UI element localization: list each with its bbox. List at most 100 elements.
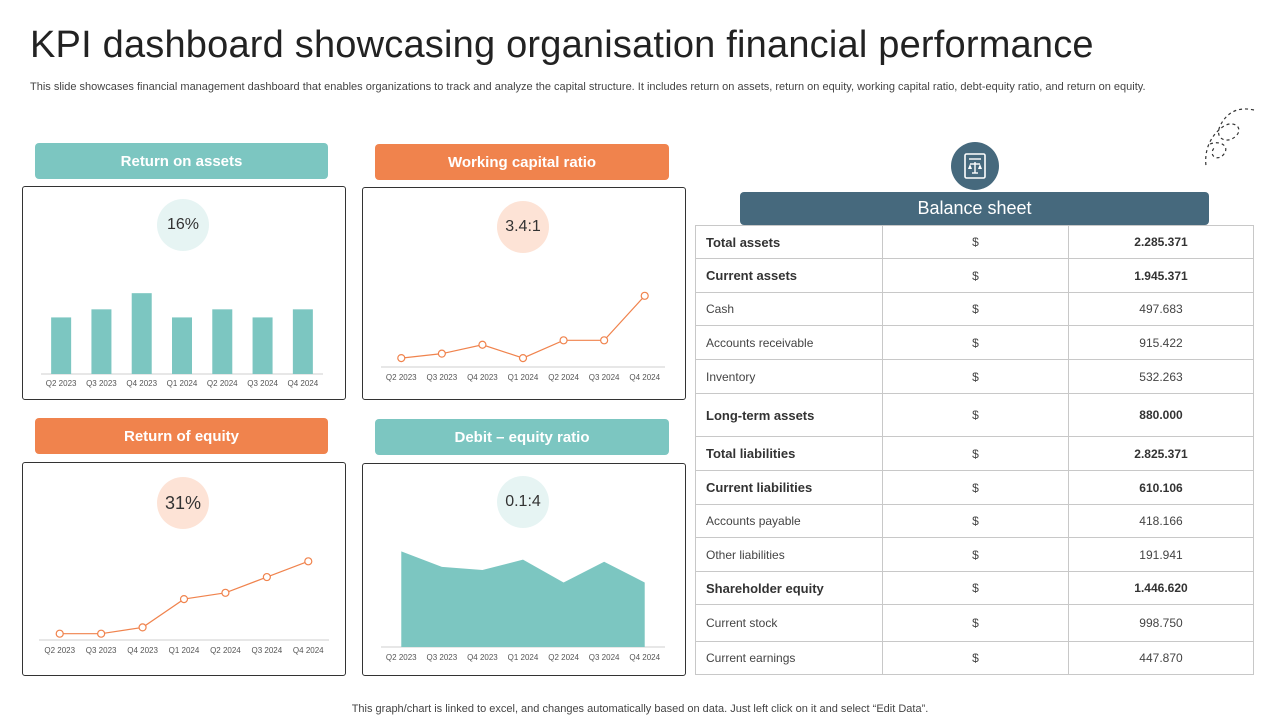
x-tick-label: Q3 2023: [86, 379, 117, 388]
x-tick-label: Q4 2024: [293, 646, 324, 655]
balance-sheet-row: Long-term assets $880.000: [695, 393, 1254, 437]
x-tick-label: Q4 2024: [288, 379, 319, 388]
row-label: Cash: [695, 292, 883, 326]
balance-scale-document-icon: [951, 142, 999, 190]
row-value: 418.166: [1068, 504, 1254, 538]
x-tick-label: Q2 2023: [46, 379, 77, 388]
row-value: 497.683: [1068, 292, 1254, 326]
row-currency: $: [882, 292, 1069, 326]
data-point: [179, 594, 189, 604]
row-currency: $: [882, 359, 1069, 394]
balance-sheet-row: Current assets $1.945.371: [695, 258, 1254, 293]
x-tick-label: Q3 2024: [252, 646, 283, 655]
row-label: Other liabilities: [695, 537, 883, 572]
x-tick-label: Q4 2023: [467, 373, 498, 382]
x-tick-label: Q2 2024: [548, 373, 579, 382]
row-label: Current earnings: [695, 641, 883, 675]
row-currency: $: [882, 325, 1069, 360]
data-point: [221, 588, 230, 597]
row-label: Inventory: [695, 359, 883, 394]
row-currency: $: [882, 604, 1069, 642]
balance-sheet-row: Accounts payable $418.166: [695, 504, 1254, 538]
balance-sheet-row: Current earnings $447.870: [695, 641, 1254, 675]
data-point: [437, 349, 446, 358]
row-label: Current assets: [695, 258, 883, 293]
x-tick-label: Q1 2024: [508, 373, 539, 382]
row-currency: $: [882, 470, 1069, 505]
roe-label: Return of equity: [35, 418, 328, 454]
x-tick-label: Q4 2023: [127, 646, 158, 655]
data-point: [640, 291, 649, 300]
x-tick-label: Q1 2024: [167, 379, 198, 388]
balance-sheet-row: Current stock $998.750: [695, 604, 1254, 642]
balance-sheet-row: Other liabilities $191.941: [695, 537, 1254, 572]
data-point: [262, 572, 271, 582]
row-value: 1.945.371: [1068, 258, 1254, 293]
row-currency: $: [882, 393, 1069, 437]
page-subtitle: This slide showcases financial managemen…: [30, 81, 1146, 93]
data-point: [55, 629, 64, 638]
bar: [91, 309, 112, 374]
data-point: [397, 354, 406, 363]
x-tick-label: Q2 2023: [386, 653, 417, 662]
x-tick-label: Q2 2023: [44, 646, 75, 655]
balance-sheet-row: Current liabilities $610.106: [695, 470, 1254, 505]
row-currency: $: [882, 225, 1069, 259]
data-point: [600, 336, 609, 345]
row-value: 532.263: [1068, 359, 1254, 394]
row-label: Shareholder equity: [695, 571, 883, 605]
row-value: 915.422: [1068, 325, 1254, 360]
area-series: [401, 551, 645, 647]
balance-sheet-row: Shareholder equity $1.446.620: [695, 571, 1254, 605]
row-value: 610.106: [1068, 470, 1254, 505]
row-value: 191.941: [1068, 537, 1254, 572]
row-value: 880.000: [1068, 393, 1254, 437]
balance-sheet-table: Total assets $2.285.371 Current assets $1.9…: [695, 225, 1254, 675]
der-chart: Q2 2023 Q3 2023 Q4 2023 Q1 2024 Q2 2024 Q3 20…: [381, 551, 665, 662]
bar: [172, 317, 192, 374]
x-tick-label: Q3 2024: [247, 379, 278, 388]
row-value: 2.285.371: [1068, 225, 1254, 259]
der-label: Debit – equity ratio: [375, 419, 669, 455]
x-tick-label: Q3 2024: [589, 653, 620, 662]
roe-value-badge: 31%: [157, 477, 209, 529]
roa-label: Return on assets: [35, 143, 328, 179]
series-line: [401, 295, 646, 359]
roa-panel: 16% Q2 2023 Q3 2023 Q4 2023 Q1 2024 Q2 2024 Q…: [22, 186, 346, 400]
data-point: [559, 336, 568, 345]
wcr-label: Working capital ratio: [375, 144, 669, 180]
roe-panel: 31% Q2 2023 Q3 2023 Q4 2023 Q1 2024 Q2 2024 Q…: [22, 462, 346, 676]
row-currency: $: [882, 571, 1069, 605]
data-point: [478, 340, 487, 349]
x-tick-label: Q3 2023: [427, 653, 458, 662]
row-label: Total liabilities: [695, 436, 883, 471]
x-tick-label: Q3 2023: [427, 373, 458, 382]
row-currency: $: [882, 537, 1069, 572]
x-tick-label: Q4 2024: [629, 653, 660, 662]
row-value: 2.825.371: [1068, 436, 1254, 471]
roa-value-badge: 16%: [157, 199, 209, 251]
row-currency: $: [882, 504, 1069, 538]
wcr-value-badge: 3.4:1: [497, 201, 549, 253]
balance-sheet-row: Total assets $2.285.371: [695, 225, 1254, 259]
wcr-panel: 3.4:1 Q2 2023 Q3 2023 Q4 2023 Q1 2024 Q2 202…: [362, 187, 686, 400]
row-label: Current stock: [695, 604, 883, 642]
decorative-scribble: [1205, 108, 1255, 167]
der-panel: 0.1:4 Q2 2023 Q3 2023 Q4 2023 Q1 2024 Q2 202…: [362, 463, 686, 676]
row-label: Current liabilities: [695, 470, 883, 505]
row-label: Total assets: [695, 225, 883, 259]
x-tick-label: Q1 2024: [508, 653, 539, 662]
bar: [212, 309, 233, 374]
roa-chart: Q2 2023 Q3 2023 Q4 2023 Q1 2024 Q2 2024 Q3 20…: [41, 293, 323, 388]
wcr-chart: Q2 2023 Q3 2023 Q4 2023 Q1 2024 Q2 2024 Q3 20…: [381, 291, 665, 382]
footnote: This graph/chart is linked to excel, and…: [351, 703, 929, 715]
row-value: 1.446.620: [1068, 571, 1254, 605]
bar: [51, 317, 72, 374]
row-label: Accounts receivable: [695, 325, 883, 360]
x-tick-label: Q2 2024: [548, 653, 579, 662]
row-currency: $: [882, 258, 1069, 293]
x-tick-label: Q4 2024: [629, 373, 660, 382]
bar: [292, 309, 313, 374]
row-value: 447.870: [1068, 641, 1254, 675]
row-label: Long-term assets: [695, 393, 883, 437]
